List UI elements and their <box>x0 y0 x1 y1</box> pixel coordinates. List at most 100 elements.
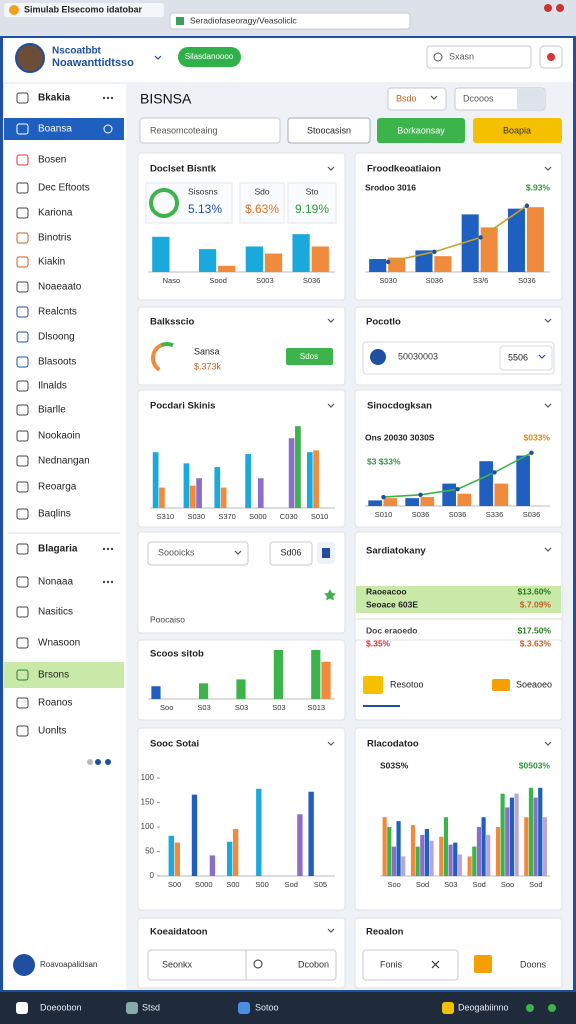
sidebar-item[interactable]: Brsons <box>38 670 69 681</box>
trend-point <box>385 259 391 265</box>
bar <box>220 487 227 508</box>
input[interactable] <box>362 949 459 981</box>
sidebar-item[interactable]: Ilnalds <box>38 381 67 392</box>
bar <box>257 478 264 508</box>
select[interactable] <box>147 541 249 566</box>
alert-icon <box>363 676 383 694</box>
sidebar-item[interactable]: Realcnts <box>38 307 77 318</box>
button-label[interactable]: Stoocasisn <box>307 125 351 135</box>
x-tick-label: S05 <box>314 880 327 889</box>
search-box[interactable] <box>426 45 532 69</box>
address-bar[interactable] <box>169 12 411 30</box>
x-tick-label: S000 <box>195 880 213 889</box>
button-label[interactable]: Sd06 <box>280 547 301 557</box>
sidebar-item[interactable]: Baqlins <box>38 509 71 520</box>
chevron[interactable] <box>327 741 335 746</box>
chevron[interactable] <box>544 547 552 552</box>
sidebar-item[interactable]: Bkakia <box>38 93 71 104</box>
sidebar-item[interactable]: Nonaaa <box>38 577 73 588</box>
sidebar-footer-icon <box>13 954 35 976</box>
more-dot <box>106 96 110 100</box>
chevron[interactable] <box>544 741 552 746</box>
chevron[interactable] <box>327 318 335 323</box>
chevron[interactable] <box>327 928 335 933</box>
balance-label: Sansa <box>194 346 220 356</box>
status-pill[interactable] <box>178 47 241 67</box>
sidebar-item[interactable]: Nasitics <box>38 607 73 618</box>
button-label[interactable]: Doons <box>520 959 547 969</box>
sidebar-item[interactable]: Blasoots <box>38 357 76 368</box>
button[interactable] <box>287 117 371 144</box>
sidebar-item[interactable]: Noaeaato <box>38 282 82 293</box>
stat-box <box>287 182 337 224</box>
bar <box>214 467 221 508</box>
chevron[interactable] <box>544 403 552 408</box>
chevron[interactable] <box>234 550 242 555</box>
sidebar-icon <box>16 576 29 588</box>
chevron[interactable] <box>544 166 552 171</box>
x-tick-label: S036 <box>412 510 430 519</box>
chevron[interactable] <box>430 95 438 100</box>
button[interactable] <box>473 118 562 143</box>
sidebar-item[interactable]: Roanos <box>38 698 72 709</box>
bar <box>524 817 529 876</box>
sidebar-item[interactable]: Nookaoin <box>38 431 80 442</box>
close-icon[interactable] <box>431 960 440 969</box>
sidebar-item[interactable]: Kiakin <box>38 257 65 268</box>
status-text[interactable]: Silasdanoooo <box>185 52 234 61</box>
text-input[interactable] <box>139 117 281 144</box>
taskbar-item[interactable]: Sotoo <box>255 1002 279 1012</box>
bar <box>472 846 477 876</box>
sidebar-item[interactable]: Boansa <box>38 124 72 135</box>
sidebar-item[interactable]: Uonlts <box>38 726 66 737</box>
browser-tab <box>4 3 164 17</box>
star-icon <box>324 589 336 601</box>
window-button[interactable] <box>544 4 552 12</box>
sidebar-item[interactable]: Blagaria <box>38 544 78 555</box>
user-role: Noawanttidtsso <box>52 57 134 69</box>
sidebar-item[interactable]: Binotris <box>38 233 71 244</box>
stat-box <box>239 182 285 224</box>
notification-icon <box>547 53 555 61</box>
card-title: Rlacodatoo <box>367 739 419 750</box>
browser-icon <box>9 5 19 15</box>
taskbar-item[interactable]: Doeoobon <box>40 1002 82 1012</box>
chevron[interactable] <box>327 166 335 171</box>
taskbar-item[interactable]: Stsd <box>142 1002 160 1012</box>
sidebar-item[interactable]: Nednangan <box>38 456 90 467</box>
button-label[interactable]: Borkaonsay <box>397 125 445 135</box>
input-group[interactable] <box>147 949 337 981</box>
sidebar-item[interactable]: Dec Eftoots <box>38 183 90 194</box>
button[interactable] <box>377 118 465 143</box>
sidebar-item[interactable]: Bosen <box>38 155 66 166</box>
button[interactable] <box>286 348 333 365</box>
x-tick-label: S030 <box>187 512 205 521</box>
y-tick-label: 0 <box>150 871 155 880</box>
taskbar-item[interactable]: Deogabiinno <box>458 1002 509 1012</box>
select[interactable] <box>387 87 447 111</box>
chevron[interactable] <box>538 354 546 359</box>
sidebar-icon <box>16 154 29 166</box>
chart-subtitle: S03S% <box>380 760 409 770</box>
bar <box>420 834 425 876</box>
bar <box>410 825 416 876</box>
sidebar-item[interactable]: Biarlle <box>38 405 66 416</box>
x-tick-label: S030 <box>379 276 397 285</box>
sidebar-item[interactable]: Dlsoong <box>38 332 75 343</box>
chevron[interactable] <box>154 55 162 60</box>
search-icon <box>253 959 263 969</box>
chevron[interactable] <box>544 318 552 323</box>
button[interactable] <box>269 541 313 566</box>
button-label[interactable]: Sdos <box>300 352 318 361</box>
button-label[interactable]: Boapia <box>503 125 531 135</box>
dropdown[interactable] <box>499 345 553 371</box>
sidebar-search <box>103 124 113 134</box>
chevron[interactable] <box>327 403 335 408</box>
button-label[interactable]: Dcobon <box>298 959 329 969</box>
sidebar-item[interactable]: Reoarga <box>38 482 77 493</box>
sidebar-item[interactable]: Kariona <box>38 208 73 219</box>
window-button[interactable] <box>556 4 564 12</box>
sidebar-item[interactable]: Wnasoon <box>38 638 80 649</box>
card-title: Scoos sitob <box>150 649 204 660</box>
select-text: Soooicks <box>158 547 195 557</box>
